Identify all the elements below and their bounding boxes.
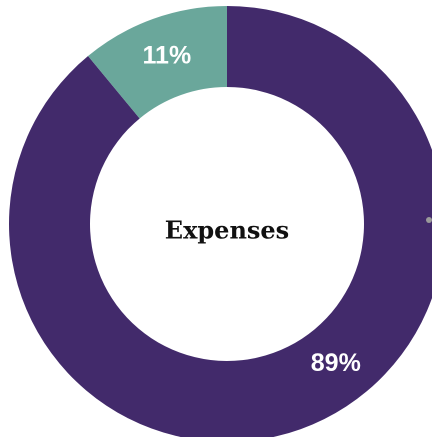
donut-slice-1 — [88, 6, 228, 119]
donut-slice-0 — [9, 6, 432, 437]
donut-slices — [9, 6, 432, 437]
slice-label-1: 11% — [143, 42, 192, 70]
slice-labels: 89% 11% — [143, 42, 361, 377]
slice-label-0: 89% — [311, 349, 361, 377]
edge-dot — [426, 217, 432, 223]
donut-center-label: Expenses — [165, 216, 289, 245]
